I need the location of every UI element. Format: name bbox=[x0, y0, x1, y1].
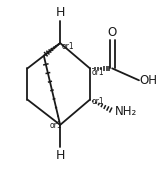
Text: or1: or1 bbox=[91, 97, 104, 106]
Text: NH₂: NH₂ bbox=[114, 105, 137, 118]
Text: H: H bbox=[56, 6, 65, 19]
Text: or1: or1 bbox=[91, 68, 104, 77]
Text: or1: or1 bbox=[50, 121, 62, 130]
Text: O: O bbox=[108, 26, 117, 39]
Text: H: H bbox=[56, 149, 65, 162]
Text: OH: OH bbox=[140, 74, 158, 87]
Text: or1: or1 bbox=[62, 42, 74, 51]
